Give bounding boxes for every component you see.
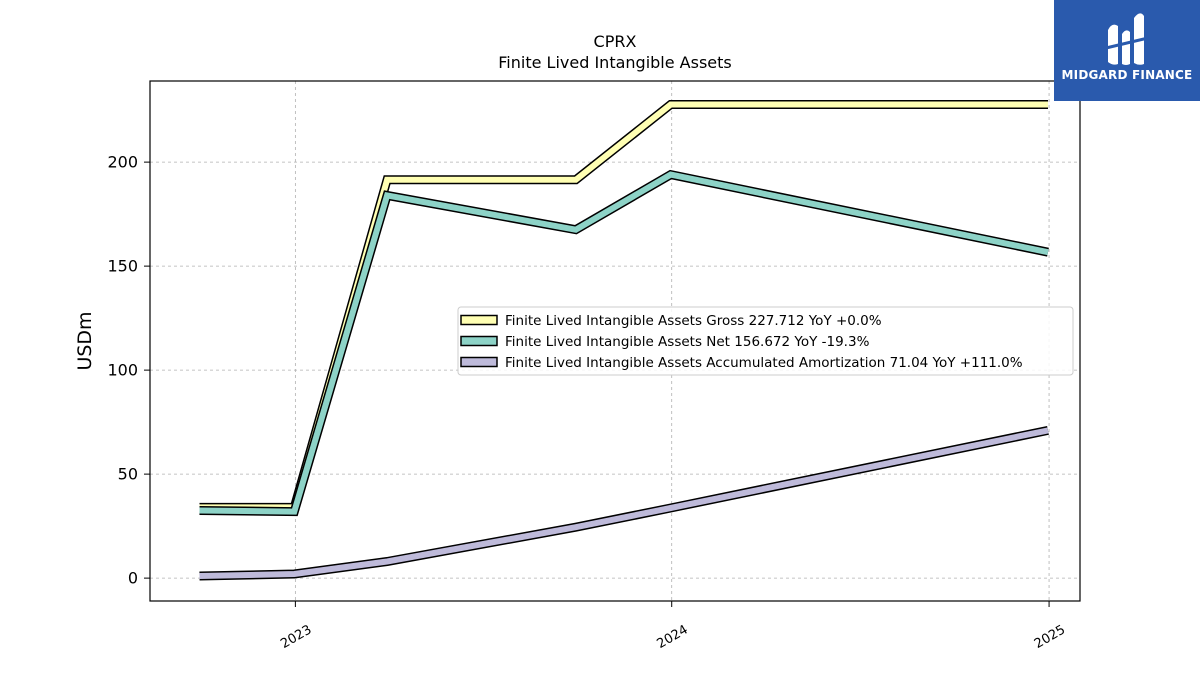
legend-label: Finite Lived Intangible Assets Accumulat… bbox=[505, 355, 1023, 371]
y-tick-label: 0 bbox=[128, 569, 138, 588]
y-tick-label: 150 bbox=[107, 257, 138, 276]
x-tick-label: 2025 bbox=[1032, 622, 1068, 652]
y-tick-label: 200 bbox=[107, 153, 138, 172]
midgard-finance-logo: MIDGARD FINANCE bbox=[1054, 0, 1200, 101]
y-axis-label: USDm bbox=[74, 311, 96, 370]
y-tick-label: 50 bbox=[118, 465, 138, 484]
plot-frame bbox=[149, 80, 1081, 602]
legend-swatch bbox=[460, 335, 498, 347]
series-line-outline bbox=[199, 425, 1049, 581]
legend-label: Finite Lived Intangible Assets Net 156.6… bbox=[505, 334, 870, 350]
legend-swatch bbox=[460, 356, 498, 368]
series-line bbox=[199, 101, 1048, 511]
legend: Finite Lived Intangible Assets Gross 227… bbox=[457, 306, 1074, 376]
series-line bbox=[199, 171, 1049, 515]
series-line-outline bbox=[199, 100, 1048, 512]
chart-title: CPRX bbox=[594, 32, 637, 51]
y-tick-label: 100 bbox=[107, 361, 138, 380]
legend-swatch bbox=[460, 314, 498, 326]
series-layer bbox=[199, 100, 1049, 581]
x-tick-label: 2024 bbox=[655, 622, 691, 652]
legend-box bbox=[457, 306, 1074, 376]
legend-label: Finite Lived Intangible Assets Gross 227… bbox=[505, 313, 882, 329]
logo-text: MIDGARD FINANCE bbox=[1061, 68, 1193, 82]
series-line bbox=[199, 427, 1049, 579]
x-tick-label: 2023 bbox=[278, 622, 314, 652]
logo-mark-icon bbox=[1105, 13, 1149, 65]
chart-subtitle: Finite Lived Intangible Assets bbox=[498, 53, 731, 72]
